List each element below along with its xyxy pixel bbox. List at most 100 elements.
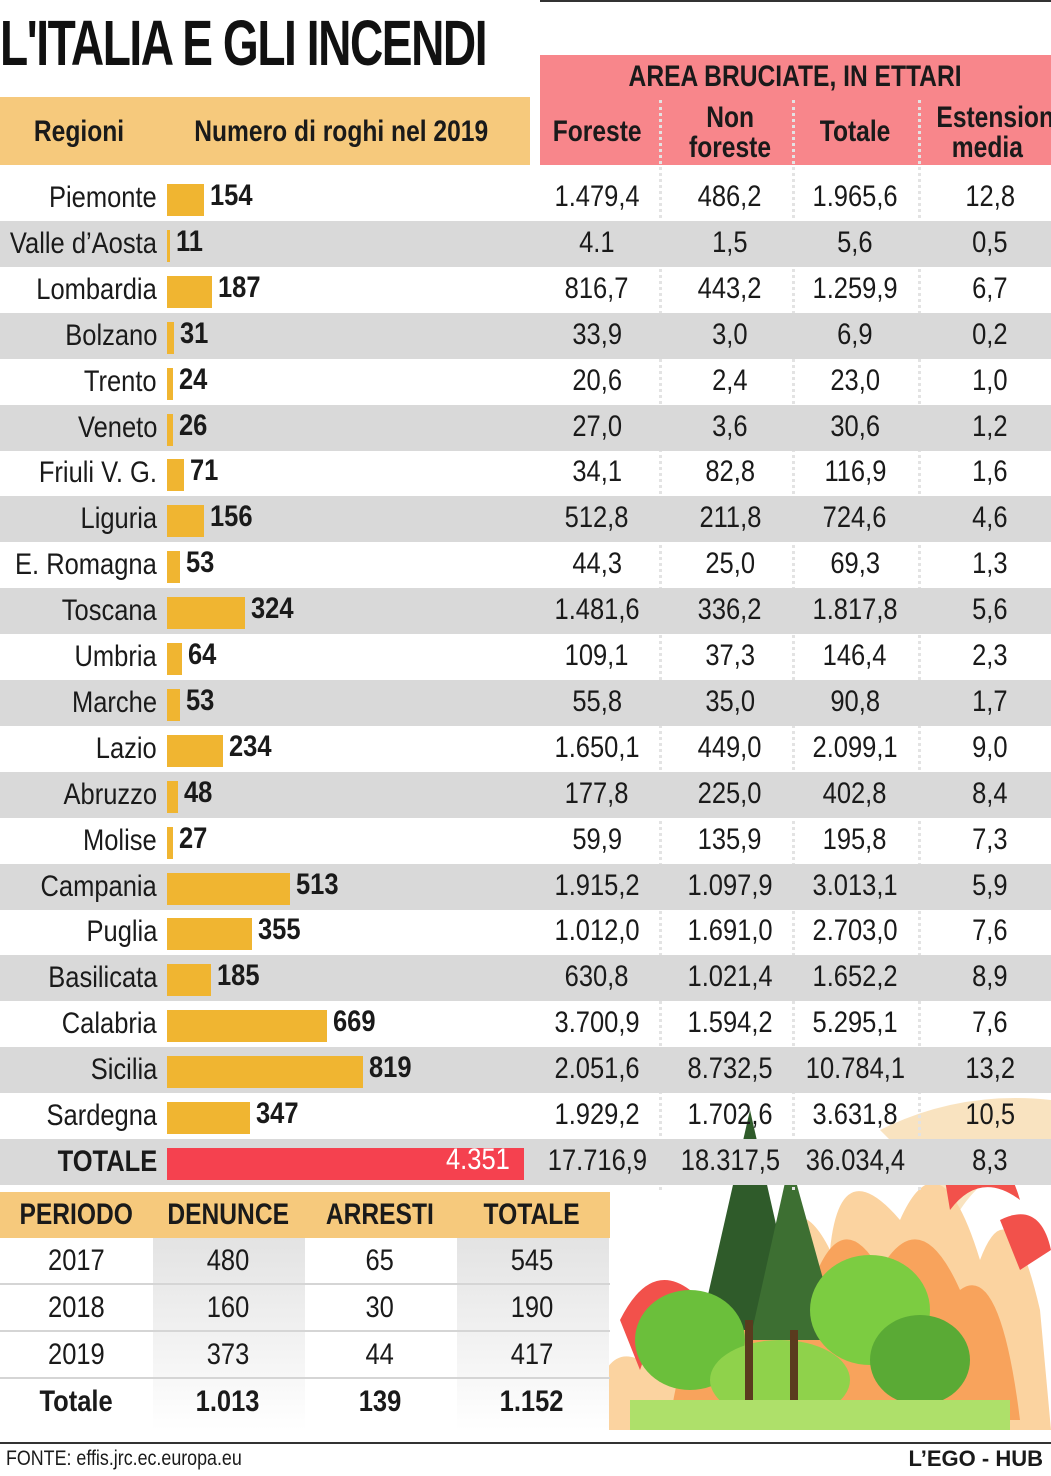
cell-value: 1.652,2 (812, 960, 898, 994)
table-row: Basilicata 185 630,8 1.021,4 1.652,2 8,9 (0, 955, 1051, 1002)
column-shade (153, 1238, 305, 1430)
cell-value: 1.479,4 (554, 180, 640, 213)
period-cell: 2018 (0, 1291, 152, 1325)
fires-bar (167, 505, 205, 538)
cell-value: 3.700,9 (554, 1006, 640, 1040)
fires-value: 154 (209, 179, 253, 212)
fires-value: 26 (179, 408, 208, 442)
cell-value: 1.097,9 (687, 868, 773, 902)
cell-non-foreste: 443,2 (665, 272, 795, 306)
fires-bar (167, 184, 204, 216)
cell-value: Totale (39, 1385, 113, 1418)
cell-value: 486,2 (698, 180, 762, 213)
table-row: Marche 53 55,8 35,0 90,8 1,7 (0, 679, 1051, 726)
fires-bar (167, 321, 175, 354)
cell-non-foreste: 336,2 (665, 593, 795, 627)
cell-estensione: 7,6 (925, 1006, 1051, 1040)
cell-value: 402,8 (823, 776, 887, 810)
cell-totale: 30,6 (790, 410, 920, 444)
period-cell: 2017 (0, 1244, 152, 1278)
cell-value: 6,9 (837, 317, 873, 351)
cell-foreste: 44,3 (532, 547, 662, 581)
cell-value: 2.051,6 (554, 1052, 640, 1086)
region-label: Lombardia (36, 272, 157, 306)
fires-value: 347 (256, 1097, 299, 1130)
fires-bar (167, 551, 180, 584)
table-row: Puglia 355 1.012,0 1.691,0 2.703,0 7,6 (0, 909, 1051, 955)
fires-bar (167, 918, 252, 951)
cell-value: 35,0 (705, 684, 755, 718)
cell-estensione: 1,0 (925, 364, 1051, 398)
cell-value: 160 (206, 1291, 250, 1324)
cell-totale: 146,4 (790, 639, 920, 673)
cell-value: 5,9 (972, 868, 1008, 902)
cell-foreste: 1.915,2 (532, 869, 662, 903)
cell-value: 34,1 (572, 455, 622, 489)
cell-foreste: 4.1 (532, 226, 662, 260)
cell-value: 1.259,9 (812, 271, 898, 305)
region-label: Puglia (86, 915, 157, 949)
cell-value: 33,9 (572, 317, 622, 351)
cell-value: 1.915,2 (554, 868, 640, 902)
period-cell: 1.152 (456, 1385, 608, 1419)
cell-value: 1.481,6 (554, 593, 640, 627)
cell-value: 8,4 (972, 776, 1008, 810)
table-row: Valle d’Aosta 11 4.1 1,5 5,6 0,5 (0, 220, 1051, 267)
cell-value: 30 (365, 1291, 395, 1324)
table-row: Piemonte 154 1.479,4 486,2 1.965,6 12,8 (0, 175, 1051, 221)
cell-value: 0,2 (972, 317, 1008, 351)
cell-value: 7,3 (972, 822, 1008, 856)
cell-value: 27,0 (572, 409, 622, 443)
table-row: Lazio 234 1.650,1 449,0 2.099,1 9,0 (0, 726, 1051, 772)
table-row: Lombardia 187 816,7 443,2 1.259,9 6,7 (0, 267, 1051, 313)
table-row: Calabria 669 3.700,9 1.594,2 5.295,1 7,6 (0, 1001, 1051, 1047)
column-divider (792, 100, 795, 1190)
cell-totale: 90,8 (790, 685, 920, 719)
fires-value: 31 (180, 316, 209, 350)
cell-value: 55,8 (572, 684, 622, 718)
cell-foreste: 33,9 (532, 318, 662, 352)
cell-estensione: 2,3 (925, 639, 1051, 673)
cell-non-foreste: 82,8 (665, 455, 795, 489)
table-row: Bolzano 31 33,9 3,0 6,9 0,2 (0, 312, 1051, 359)
cell-value: 1.152 (500, 1385, 564, 1418)
fires-bar (167, 1102, 251, 1134)
fires-value: 11 (176, 224, 203, 258)
cell-value: 2,4 (712, 363, 748, 397)
cell-totale: 36.034,4 (790, 1144, 920, 1178)
period-cell: 44 (304, 1338, 456, 1372)
cell-totale: 6,9 (790, 318, 920, 352)
cell-value: 1.691,0 (687, 914, 773, 948)
cell-foreste: 1.650,1 (532, 731, 662, 765)
cell-foreste: 512,8 (532, 501, 662, 535)
period-cell: 65 (304, 1244, 456, 1278)
region-label: Liguria (80, 502, 157, 536)
cell-value: 1,2 (972, 409, 1008, 443)
cell-foreste: 1.479,4 (532, 180, 662, 214)
cell-non-foreste: 1.097,9 (665, 869, 795, 903)
cell-value: 724,6 (823, 501, 887, 535)
cell-foreste: 34,1 (532, 455, 662, 489)
header-estensione: Estensionemedia (936, 101, 1051, 164)
cell-totale: 69,3 (790, 547, 920, 581)
cell-value: 6,7 (972, 271, 1008, 305)
header-pink (540, 55, 1051, 165)
region-label: Campania (40, 869, 157, 903)
column-shade (457, 1238, 609, 1430)
fires-bar (167, 1010, 328, 1043)
table-row: Campania 513 1.915,2 1.097,9 3.013,1 5,9 (0, 863, 1051, 910)
period-cell: 190 (456, 1291, 608, 1325)
fires-value: 24 (178, 362, 208, 396)
region-label: Umbria (74, 640, 157, 673)
cell-value: 195,8 (823, 822, 887, 856)
cell-value: 20,6 (572, 363, 622, 397)
header-orange (0, 97, 530, 165)
cell-totale: 116,9 (790, 455, 920, 489)
cell-value: 25,0 (705, 547, 755, 581)
header-roghi: Numero di roghi nel 2019 (194, 115, 488, 148)
total-bar (167, 1147, 524, 1180)
cell-value: 1.021,4 (687, 960, 773, 994)
fires-bar (167, 1056, 363, 1089)
table-row: Veneto 26 27,0 3,6 30,6 1,2 (0, 404, 1051, 451)
cell-value: 1.817,8 (812, 593, 898, 627)
